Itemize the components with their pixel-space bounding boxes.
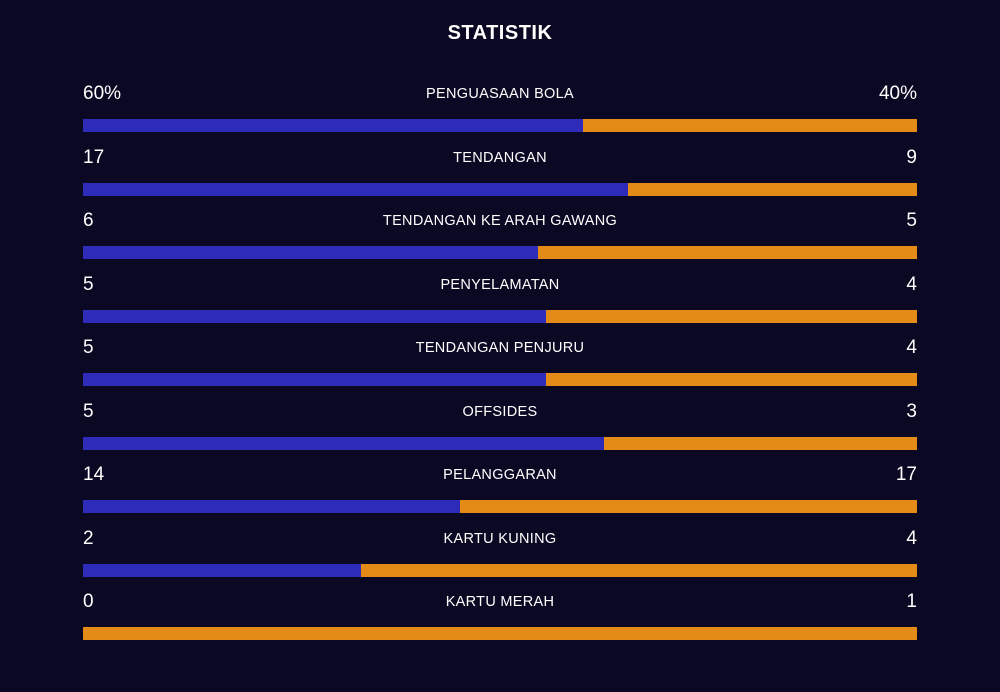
away-value: 17 (895, 464, 917, 485)
stat-row: 0 KARTU MERAH 1 (83, 588, 917, 652)
stat-header: 5 PENYELAMATAN 4 (83, 271, 917, 299)
stat-header: 2 KARTU KUNING 4 (83, 525, 917, 553)
home-bar-segment (83, 246, 538, 259)
stat-header: 5 TENDANGAN PENJURU 4 (83, 334, 917, 362)
home-value: 60% (83, 83, 122, 104)
away-value: 4 (906, 527, 917, 549)
comparison-bar (83, 500, 917, 513)
away-bar-segment (628, 182, 917, 196)
away-bar-segment (459, 500, 917, 513)
away-value: 1 (906, 591, 917, 612)
home-value: 5 (83, 337, 94, 358)
away-value: 3 (906, 400, 917, 422)
home-bar-segment (83, 500, 460, 513)
stat-label: KARTU MERAH (445, 594, 555, 610)
home-bar-segment (83, 563, 361, 577)
comparison-bar (83, 119, 917, 132)
stat-header: 5 OFFSIDES 3 (83, 398, 917, 426)
away-bar-segment (546, 373, 917, 386)
stat-row: 14 PELANGGARAN 17 (83, 461, 917, 525)
home-value: 6 (83, 210, 94, 231)
away-value: 5 (906, 210, 917, 231)
stat-row: 2 KARTU KUNING 4 (83, 525, 917, 589)
stat-label: TENDANGAN KE ARAH GAWANG (382, 213, 618, 229)
stat-row: 60% PENGUASAAN BOLA 40% (83, 80, 917, 144)
stat-header: 0 KARTU MERAH 1 (83, 588, 917, 616)
stat-label: TENDANGAN (453, 149, 547, 166)
away-value: 40% (878, 83, 917, 104)
home-value: 14 (83, 464, 105, 485)
stat-header: 6 TENDANGAN KE ARAH GAWANG 5 (83, 207, 917, 235)
away-value: 4 (906, 337, 917, 358)
away-value: 4 (906, 273, 917, 295)
stat-label: PENGUASAAN BOLA (426, 86, 574, 102)
comparison-bar (83, 436, 917, 450)
stat-row: 17 TENDANGAN 9 (83, 144, 917, 208)
comparison-bar (83, 246, 917, 259)
comparison-bar (83, 373, 917, 386)
home-value: 5 (83, 273, 94, 295)
stat-label: PENYELAMATAN (440, 276, 560, 293)
home-bar-segment (83, 373, 547, 386)
stat-label: OFFSIDES (462, 403, 538, 420)
stat-label: TENDANGAN PENJURU (415, 340, 585, 356)
home-bar-segment (83, 119, 584, 132)
away-bar-segment (537, 246, 917, 259)
home-value: 2 (83, 527, 94, 549)
home-value: 0 (83, 591, 94, 612)
page-title: STATISTIK (447, 22, 553, 44)
stats-list: 60% PENGUASAAN BOLA 40% 17 TENDANGAN 9 6 TENDAN… (83, 80, 917, 652)
stat-row: 5 PENYELAMATAN 4 (83, 271, 917, 335)
comparison-bar (83, 309, 917, 323)
stat-header: 14 PELANGGARAN 17 (83, 461, 917, 489)
stat-row: 5 TENDANGAN PENJURU 4 (83, 334, 917, 398)
away-bar-segment (546, 309, 917, 323)
away-value: 9 (906, 146, 917, 168)
stat-label: PELANGGARAN (443, 467, 557, 483)
stat-header: 17 TENDANGAN 9 (83, 144, 917, 172)
away-bar-segment (360, 563, 917, 577)
away-bar-segment (83, 627, 917, 640)
home-bar-segment (83, 182, 629, 196)
comparison-bar (83, 627, 917, 640)
home-value: 5 (83, 400, 94, 422)
away-bar-segment (604, 436, 917, 450)
stat-row: 5 OFFSIDES 3 (83, 398, 917, 462)
stat-label: KARTU KUNING (443, 530, 557, 547)
stat-row: 6 TENDANGAN KE ARAH GAWANG 5 (83, 207, 917, 271)
home-value: 17 (83, 146, 105, 168)
comparison-bar (83, 182, 917, 196)
stat-header: 60% PENGUASAAN BOLA 40% (83, 80, 917, 108)
home-bar-segment (83, 309, 547, 323)
away-bar-segment (583, 119, 917, 132)
home-bar-segment (83, 436, 605, 450)
comparison-bar (83, 563, 917, 577)
